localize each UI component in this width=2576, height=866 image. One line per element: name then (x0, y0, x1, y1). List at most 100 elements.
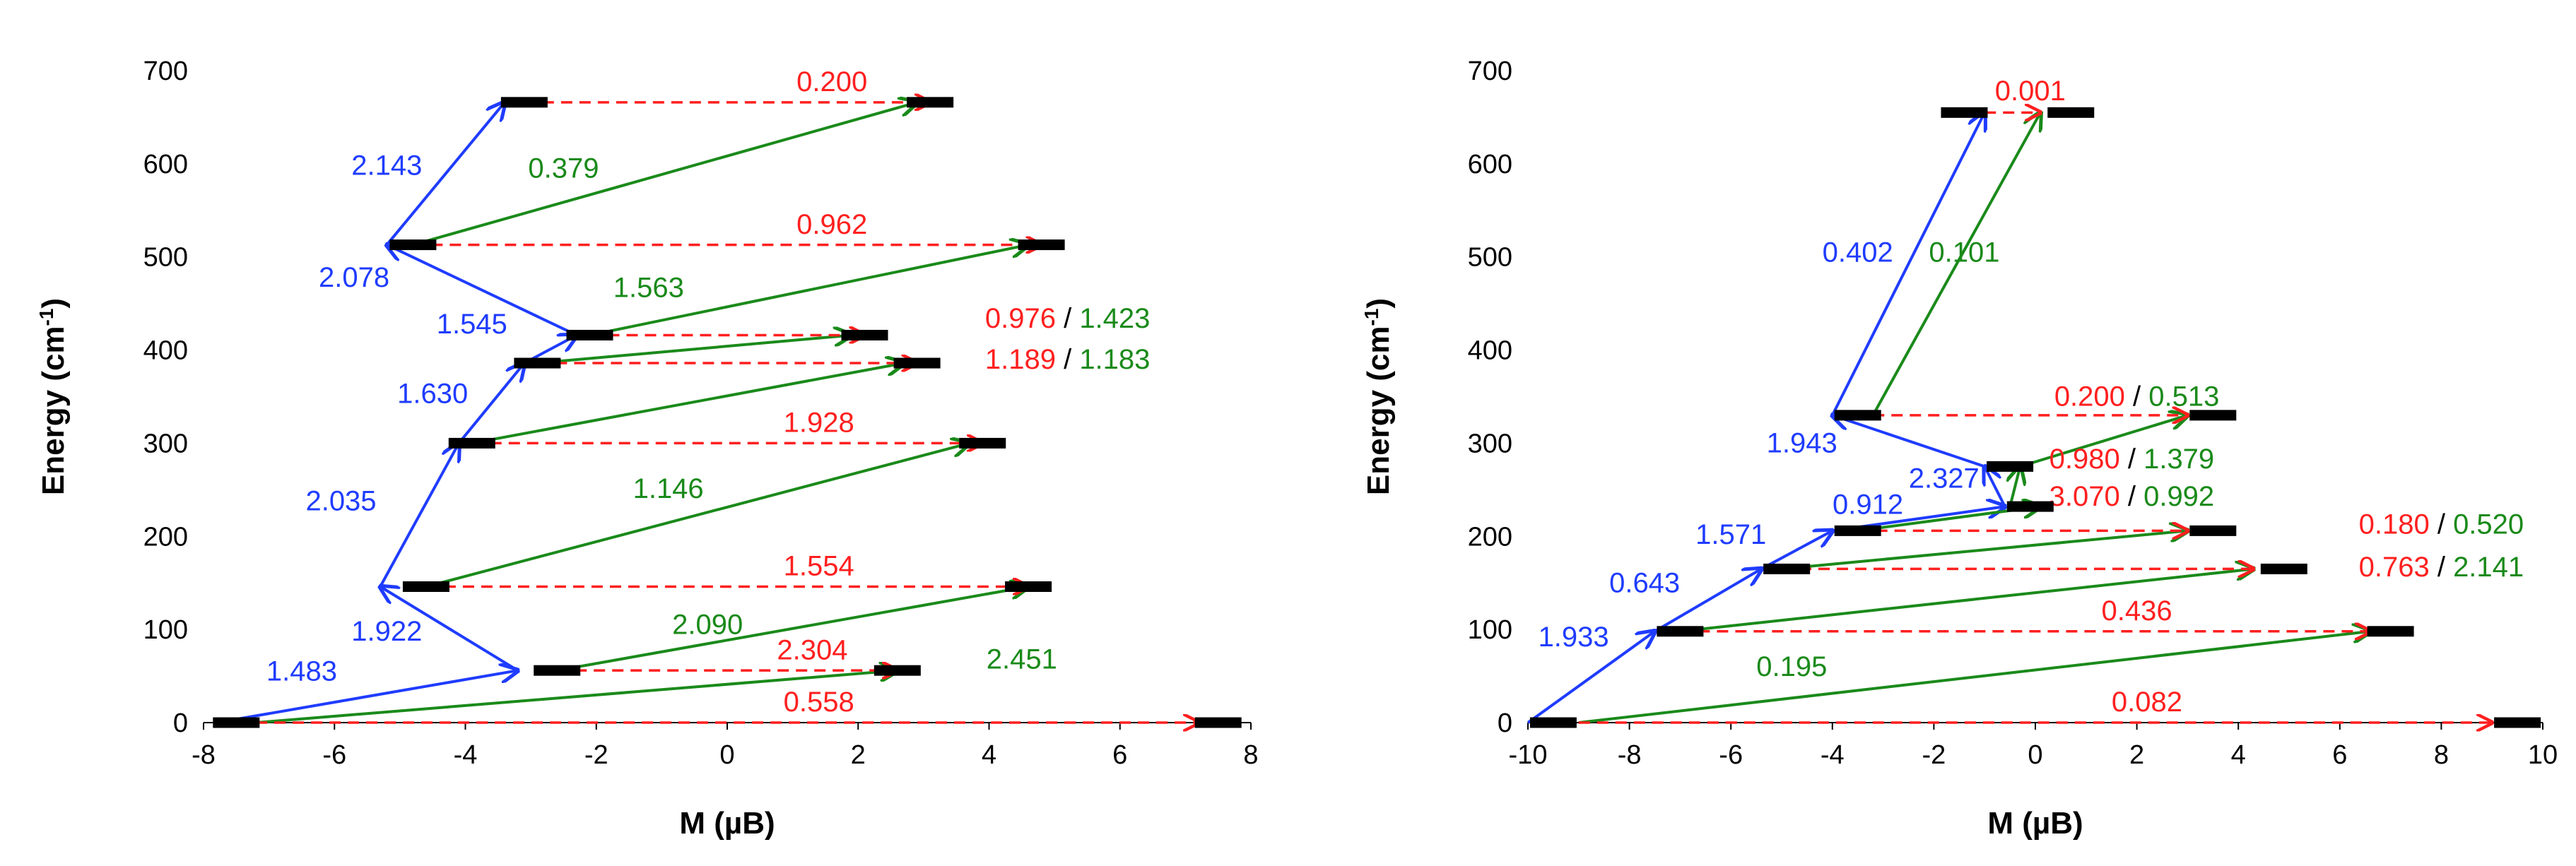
x-tick-label: -2 (1922, 740, 1946, 770)
energy-level-bar (2189, 410, 2237, 421)
green-transition-label: 0.379 (528, 153, 599, 184)
x-tick-label: 6 (2332, 740, 2347, 770)
green-transition-arrow (255, 670, 898, 724)
x-axis-label: M (µB) (1987, 806, 2083, 841)
energy-level-bar (534, 665, 581, 676)
blue-transition-arrow (1760, 530, 1833, 571)
energy-level-bar (1987, 461, 2034, 472)
energy-level-bar (1018, 239, 1065, 251)
energy-level-bar (2494, 717, 2541, 728)
energy-level-bar (1834, 525, 1881, 536)
green-transition-arrow (471, 363, 904, 445)
red-transition-label: 0.962 (796, 209, 867, 240)
energy-level-bar (1941, 107, 1988, 118)
paired-transition-label: 0.200 / 0.513 (2054, 381, 2220, 413)
blue-transition-arrow (1833, 415, 1985, 468)
green-transition-arrow (1871, 112, 2040, 416)
y-tick-label: 100 (143, 615, 188, 645)
energy-level-bar (893, 357, 941, 369)
red-transition-label: 0.001 (1995, 76, 2066, 107)
energy-level-bar (2189, 525, 2237, 536)
green-transition-arrow (425, 443, 970, 588)
green-transition-arrow (556, 586, 1028, 672)
blue-transition-arrow (1654, 569, 1762, 633)
x-tick-label: 10 (2528, 740, 2558, 770)
green-transition-arrow (1781, 530, 2187, 571)
green-transition-arrow (2010, 466, 2020, 507)
blue-transition-label: 2.035 (305, 485, 376, 516)
blue-transition-arrow (216, 670, 518, 724)
energy-level-bar (2367, 626, 2414, 637)
energy-level-bar (2260, 563, 2307, 574)
red-transition-label: 0.200 (796, 66, 867, 97)
blue-transition-arrow (1984, 466, 2006, 507)
energy-level-bar (1194, 717, 1242, 728)
energy-level-bar (2047, 107, 2095, 118)
x-tick-label: -2 (584, 740, 608, 770)
green-transition-arrow (412, 102, 917, 247)
paired-transition-label: 0.763 / 2.141 (2359, 552, 2524, 583)
y-tick-label: 400 (143, 336, 188, 366)
x-tick-label: 2 (2129, 740, 2144, 770)
blue-transition-arrow (380, 586, 519, 672)
x-tick-label: -8 (1618, 740, 1642, 770)
blue-transition-label: 0.912 (1833, 490, 1903, 521)
blue-transition-arrow (1527, 631, 1655, 724)
energy-level-bar (566, 329, 613, 340)
blue-transition-label: 0.643 (1609, 567, 1680, 598)
y-tick-label: 500 (143, 243, 188, 273)
paired-transition-label: 3.070 / 0.992 (2049, 481, 2215, 512)
blue-transition-arrow (457, 363, 524, 444)
green-transition-label: 0.101 (1929, 237, 1999, 268)
blue-transition-label: 0.402 (1823, 237, 1893, 268)
green-transition-label: 0.195 (1756, 651, 1827, 682)
x-tick-label: -8 (192, 740, 216, 770)
green-transition-arrow (2019, 415, 2187, 468)
x-tick-label: -4 (1821, 740, 1845, 770)
paired-transition-label: 0.180 / 0.520 (2359, 509, 2524, 540)
blue-transition-arrow (387, 245, 577, 337)
blue-transition-arrow (385, 102, 505, 246)
x-tick-label: 4 (982, 740, 996, 770)
blue-transition-label: 1.933 (1539, 622, 1609, 653)
energy-level-bar (1763, 563, 1811, 574)
red-transition-label: 0.082 (2112, 687, 2182, 718)
x-tick-label: 8 (1243, 740, 1258, 770)
blue-transition-label: 1.943 (1767, 428, 1837, 459)
red-transition-label: 0.558 (784, 687, 854, 718)
y-tick-label: 700 (1468, 57, 1512, 86)
x-tick-label: 2 (851, 740, 866, 770)
green-transition-label: 2.090 (672, 610, 743, 641)
energy-level-bar (213, 717, 260, 728)
y-tick-label: 100 (1468, 615, 1512, 645)
blue-transition-label: 1.483 (266, 656, 337, 687)
right-panel: -10 -8 -6 -4 -2 0 2 4 6 8 100100200300400500600700… (1360, 57, 2558, 841)
green-transition-label: 1.563 (613, 272, 684, 303)
blue-transition-label: 1.571 (1695, 519, 1766, 550)
y-tick-label: 700 (143, 57, 188, 86)
energy-level-bar (500, 97, 548, 108)
energy-level-bar (1657, 626, 1704, 637)
energy-level-bar (2006, 501, 2054, 512)
blue-transition-arrow (1831, 112, 1984, 416)
green-transition-arrow (1578, 631, 2370, 724)
y-tick-label: 600 (143, 150, 188, 179)
y-tick-label: 600 (1468, 150, 1512, 179)
x-tick-label: 6 (1112, 740, 1127, 770)
green-transition-arrow (1680, 569, 2253, 633)
y-axis-label: Energy (cm-1) (1360, 298, 1396, 495)
energy-level-bar (1834, 410, 1881, 421)
energy-level-bar (907, 97, 954, 108)
y-tick-label: 300 (1468, 429, 1512, 458)
green-transition-label: 1.146 (633, 473, 704, 504)
energy-level-bar (841, 329, 888, 340)
paired-transition-label: 0.976 / 1.423 (985, 303, 1151, 334)
blue-transition-label: 2.078 (319, 262, 389, 293)
green-transition-arrow (589, 245, 1028, 337)
y-tick-label: 0 (173, 708, 188, 738)
blue-transition-label: 1.630 (397, 379, 468, 410)
energy-level-bar (402, 581, 449, 592)
left-panel: -8 -6 -4 -2 0 2 4 6 8 0 100 200 300 400 500 600 700 M (µB… (35, 57, 1259, 841)
